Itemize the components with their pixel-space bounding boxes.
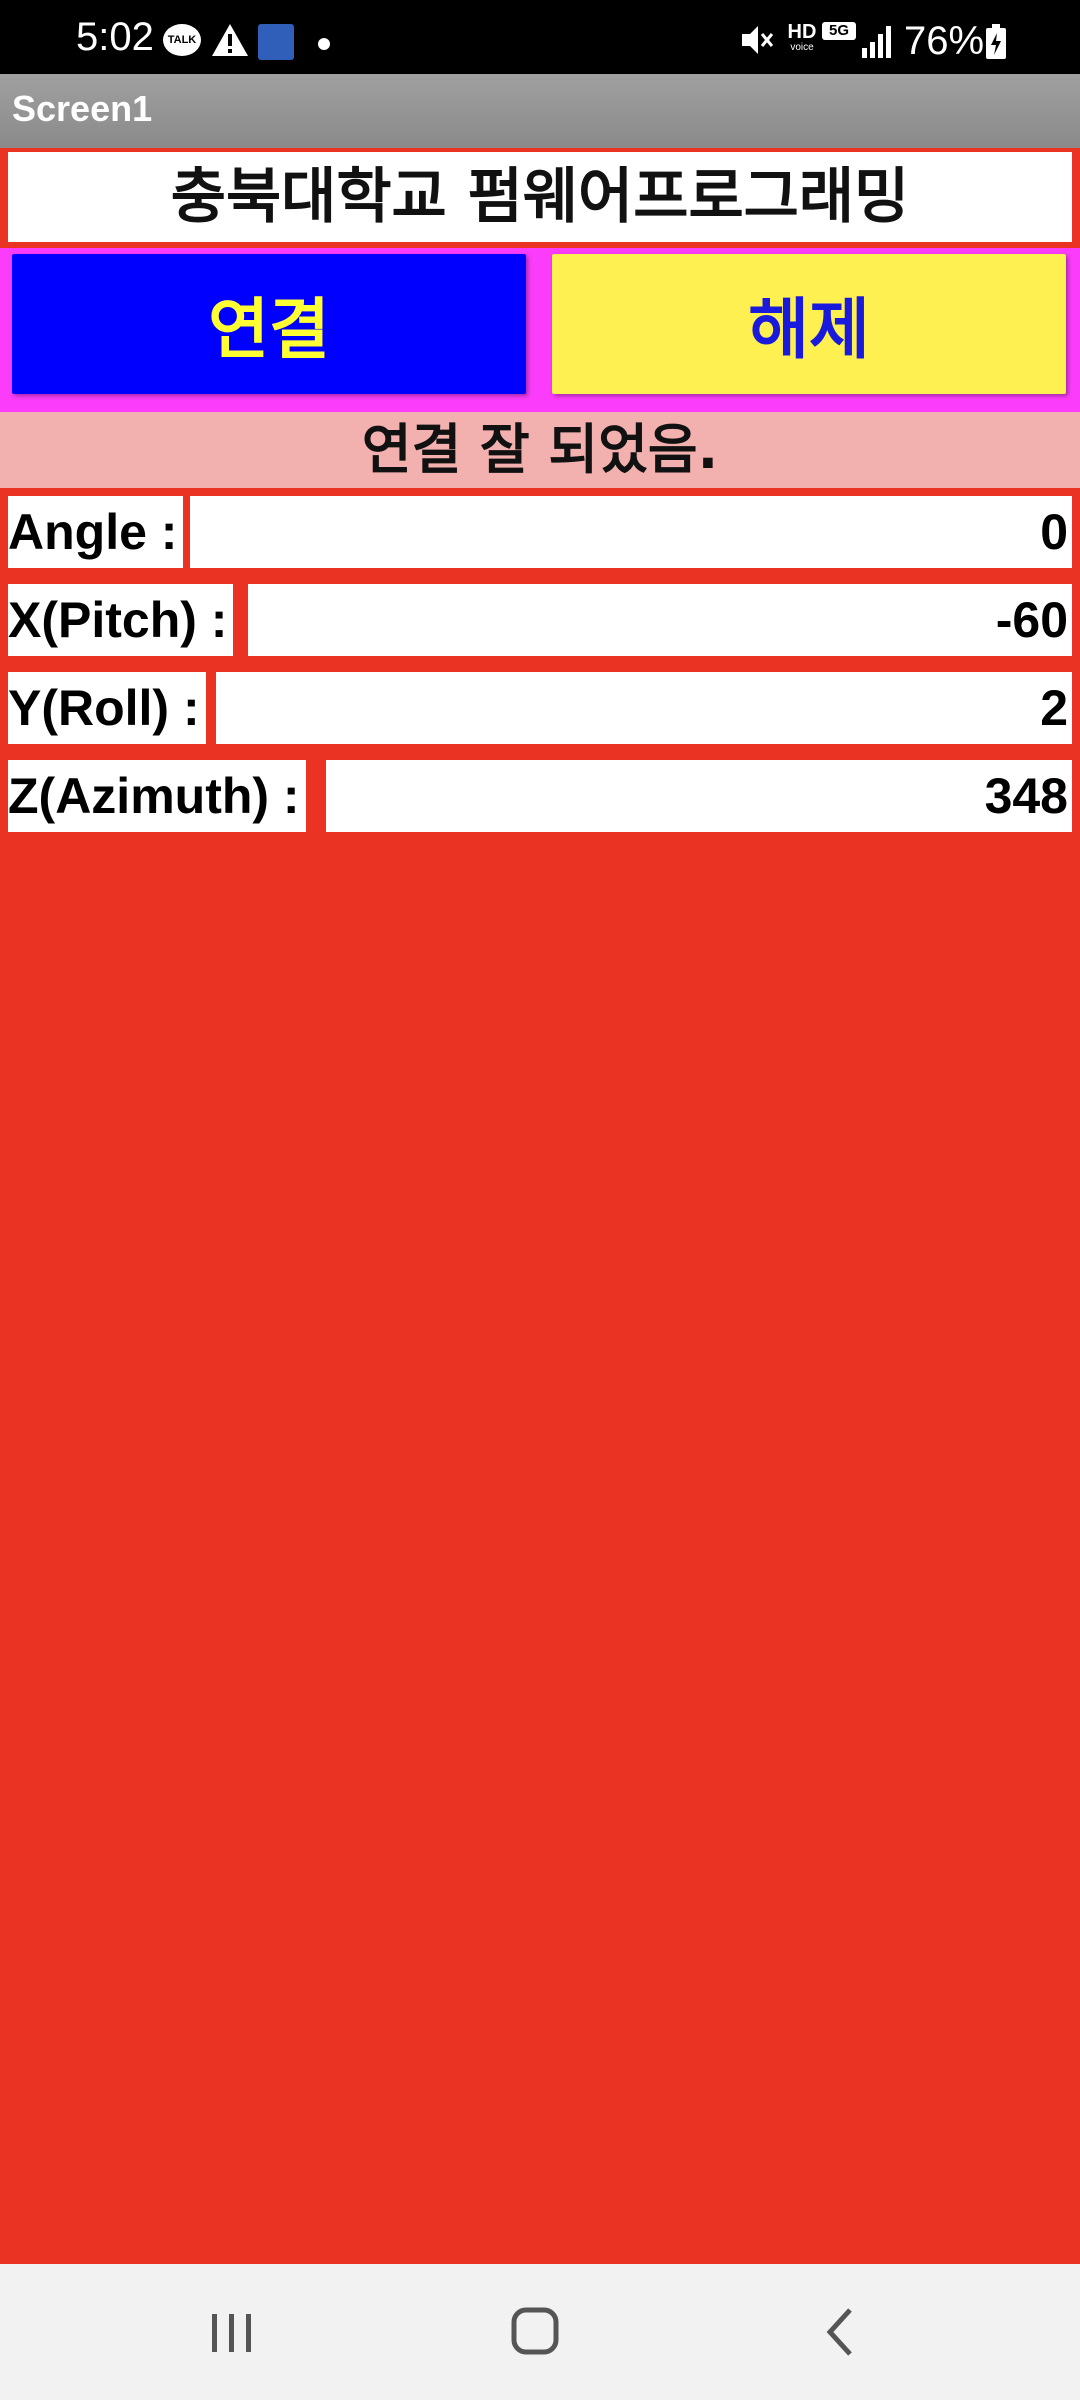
screen-title: Screen1 (12, 88, 152, 130)
app-title-bar: Screen1 (0, 74, 1080, 148)
notification-dot-icon (318, 38, 330, 50)
angle-value: 0 (190, 496, 1072, 568)
pitch-value: -60 (248, 584, 1072, 656)
recent-apps-icon[interactable] (192, 2294, 272, 2370)
mute-icon (738, 22, 774, 58)
sensor-row-azimuth: Z(Azimuth) : 348 (0, 760, 1080, 832)
connect-button[interactable]: 연결 (12, 254, 526, 394)
signal-icon (860, 24, 894, 58)
roll-label: Y(Roll) : (8, 672, 206, 744)
navigation-bar (0, 2264, 1080, 2400)
connection-status-message: 연결 잘 되었음. (0, 412, 1080, 488)
disconnect-button[interactable]: 해제 (552, 254, 1066, 394)
hd-voice-icon: HD voice (782, 22, 822, 58)
azimuth-label: Z(Azimuth) : (8, 760, 306, 832)
kakaotalk-icon: TALK (163, 24, 201, 56)
back-icon[interactable] (800, 2294, 880, 2370)
pitch-label: X(Pitch) : (8, 584, 233, 656)
status-bar: 5:02 TALK HD voice 5G 76% (0, 0, 1080, 74)
hd-label: HD (782, 22, 822, 42)
sensor-row-roll: Y(Roll) : 2 (0, 672, 1080, 744)
app-notification-icon (258, 24, 294, 60)
azimuth-value: 348 (326, 760, 1072, 832)
voice-label: voice (782, 42, 822, 54)
warning-icon (211, 22, 249, 58)
header-title: 충북대학교 펌웨어프로그래밍 (8, 152, 1072, 242)
status-time: 5:02 (76, 14, 154, 60)
battery-percent: 76% (904, 18, 984, 64)
button-row: 연결 해제 (0, 248, 1080, 412)
home-icon[interactable] (496, 2294, 576, 2370)
angle-label: Angle : (8, 496, 183, 568)
network-label: 5G (822, 22, 856, 40)
battery-charging-icon (985, 24, 1007, 60)
sensor-row-pitch: X(Pitch) : -60 (0, 584, 1080, 656)
sensor-row-angle: Angle : 0 (0, 496, 1080, 568)
5g-icon: 5G (822, 22, 856, 60)
roll-value: 2 (216, 672, 1072, 744)
